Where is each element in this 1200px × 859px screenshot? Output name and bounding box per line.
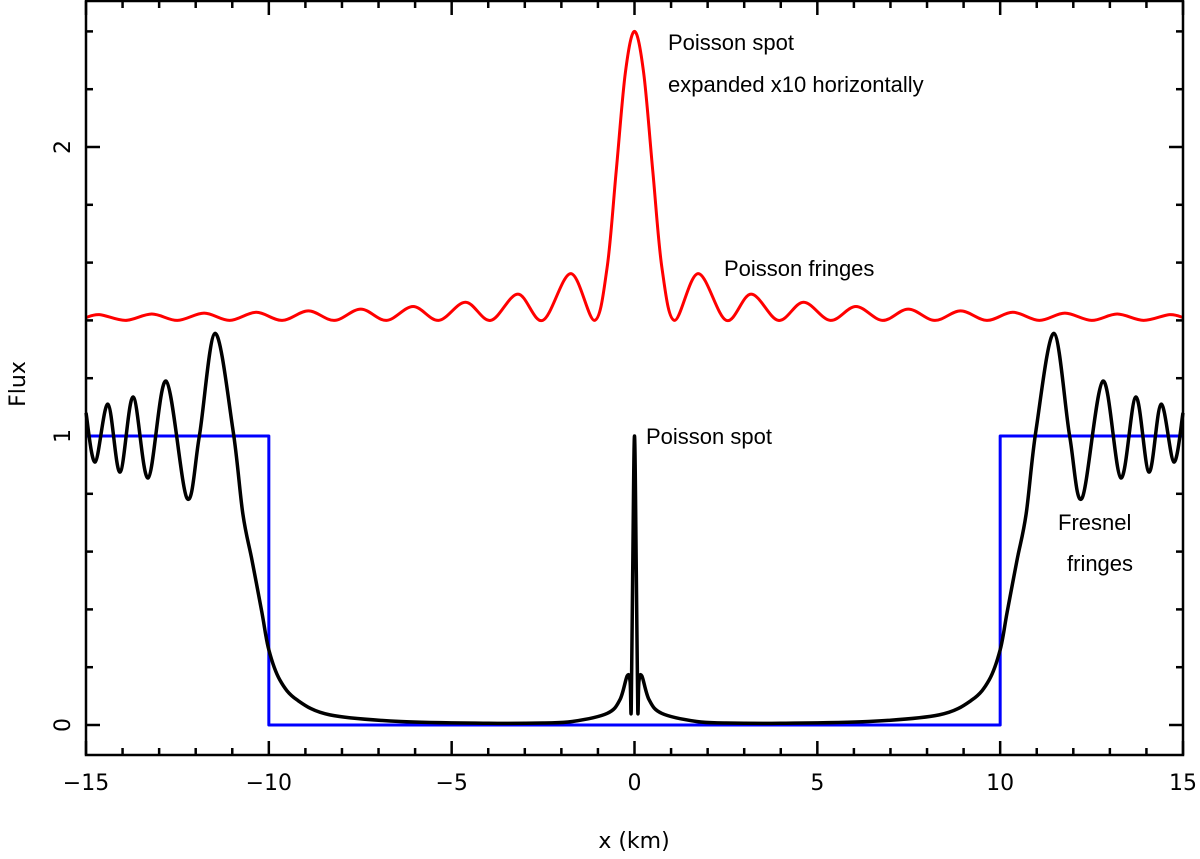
series-group [84,29,1185,727]
annotation-poisson-spot: Poisson spot [646,424,772,449]
blue-step-series [86,434,1183,727]
x-tick-label: −5 [435,771,467,796]
red-poisson-spot-series [85,29,1184,322]
x-tick-label: 15 [1169,771,1197,796]
tick-labels: −15 −10 −5 0 5 10 15 0 1 2 [51,140,1197,796]
x-tick-label: 5 [810,771,824,796]
black-diffraction-series [84,331,1185,726]
annotation-spot-expanded-line1: Poisson spot [668,30,794,55]
annotation-poisson-fringes: Poisson fringes [724,256,874,281]
x-tick-label: 0 [628,771,642,796]
annotation-fresnel-line2: fringes [1067,551,1133,576]
plot-frame [84,0,1185,757]
x-tick-label: 10 [986,771,1014,796]
annotation-spot-expanded-line2: expanded x10 horizontally [668,72,924,97]
axis-ticks [84,1,1185,755]
x-axis-label: x (km) [598,829,669,854]
annotation-fresnel-line1: Fresnel [1058,510,1131,535]
y-tick-label: 2 [51,140,76,154]
x-tick-label: −10 [246,771,292,796]
y-tick-label: 0 [51,718,76,732]
y-axis-label: Flux [6,361,31,407]
x-tick-label: −15 [63,771,109,796]
y-tick-label: 1 [51,429,76,443]
